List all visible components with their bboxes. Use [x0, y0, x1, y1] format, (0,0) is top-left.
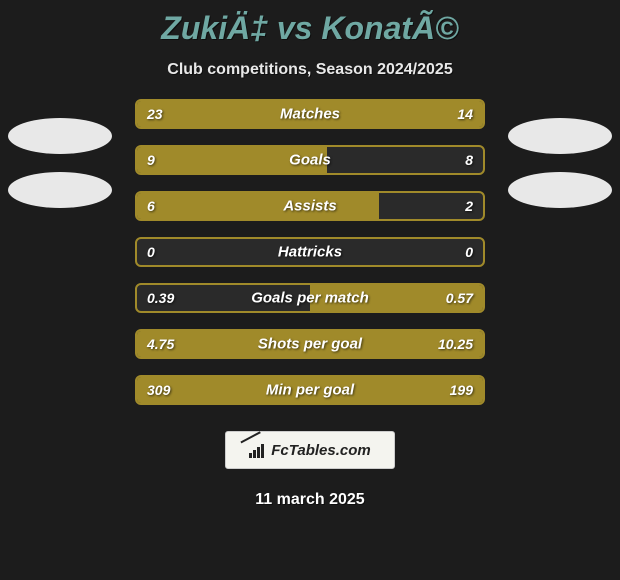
stat-value-right: 14: [457, 106, 473, 122]
player-left-photo-placeholder: [8, 118, 112, 154]
stats-container: 23Matches14 9Goals8 6Assists2 0Hattricks0 0.…: [135, 99, 485, 405]
stat-value-right: 0.57: [446, 290, 473, 306]
stat-label: Hattricks: [137, 244, 483, 261]
stat-row: 9Goals8: [135, 145, 485, 175]
stat-value-right: 10.25: [438, 336, 473, 352]
stat-label: Assists: [137, 198, 483, 215]
stat-value-right: 0: [465, 244, 473, 260]
player-right-club-placeholder: [508, 172, 612, 208]
stat-row: 6Assists2: [135, 191, 485, 221]
brand-text: FcTables.com: [271, 442, 370, 459]
brand-badge[interactable]: FcTables.com: [225, 431, 395, 469]
stat-label: Goals: [137, 152, 483, 169]
stat-value-right: 2: [465, 198, 473, 214]
stat-label: Matches: [137, 106, 483, 123]
stat-row: 309Min per goal199: [135, 375, 485, 405]
stat-row: 0Hattricks0: [135, 237, 485, 267]
date-label: 11 march 2025: [0, 491, 620, 509]
player-right-badges: [505, 118, 615, 208]
stat-row: 0.39Goals per match0.57: [135, 283, 485, 313]
page-title: ZukiÄ‡ vs KonatÃ©: [0, 0, 620, 47]
player-right-photo-placeholder: [508, 118, 612, 154]
stat-row: 4.75Shots per goal10.25: [135, 329, 485, 359]
player-left-badges: [5, 118, 115, 208]
stat-row: 23Matches14: [135, 99, 485, 129]
page-subtitle: Club competitions, Season 2024/2025: [0, 61, 620, 79]
chart-icon: [249, 442, 267, 458]
stat-label: Min per goal: [137, 382, 483, 399]
stat-value-right: 8: [465, 152, 473, 168]
player-left-club-placeholder: [8, 172, 112, 208]
stat-value-right: 199: [450, 382, 473, 398]
stat-label: Goals per match: [137, 290, 483, 307]
stat-label: Shots per goal: [137, 336, 483, 353]
